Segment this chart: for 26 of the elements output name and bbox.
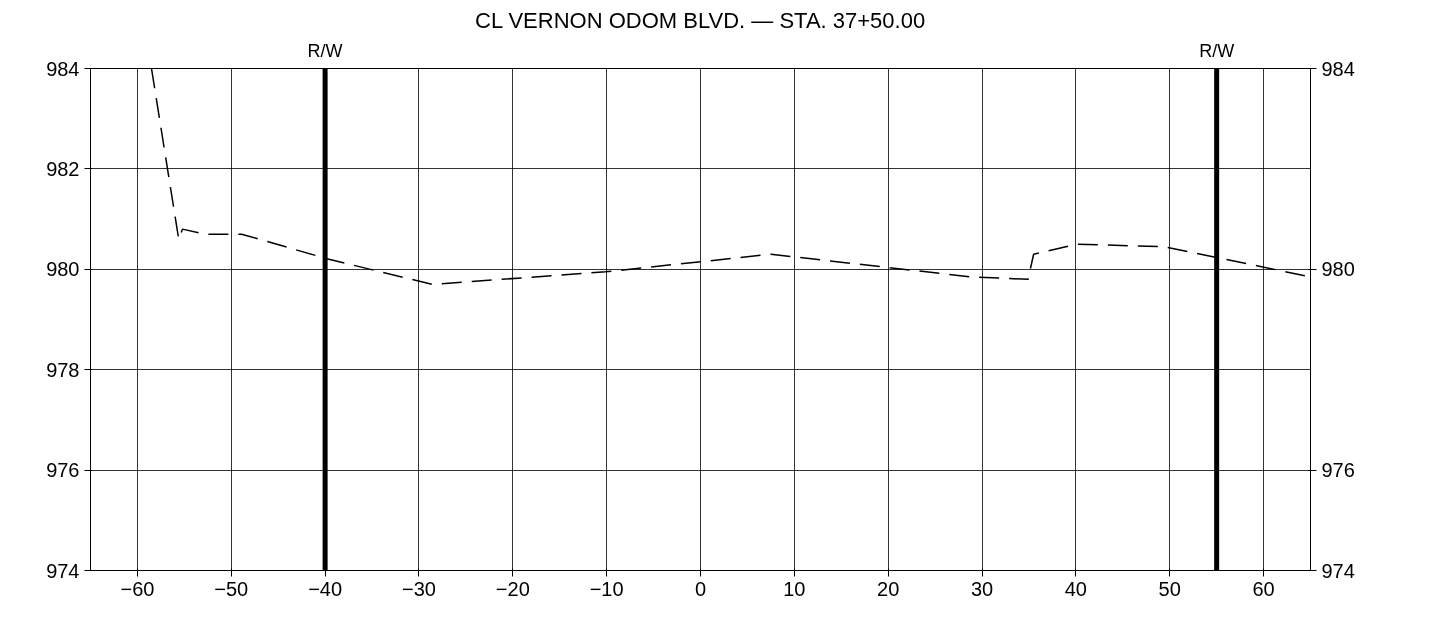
x-tick-label: 40: [1064, 577, 1088, 600]
y-tick-label: 984: [46, 57, 80, 80]
x-tick-label: −50: [214, 577, 249, 600]
ref-line-label: R/W: [1199, 40, 1235, 61]
y-tick-label: 976: [46, 459, 80, 482]
y2-tick-label: 976: [1321, 459, 1355, 482]
x-tick-label: −30: [402, 577, 436, 600]
x-tick-label: −40: [308, 577, 343, 600]
y-tick-label: 980: [46, 258, 80, 281]
y2-tick-label: 974: [1321, 559, 1355, 582]
x-tick-label: 0: [694, 577, 707, 600]
x-tick-label: 60: [1252, 577, 1275, 600]
y-tick-label: 982: [46, 157, 80, 180]
y2-tick-label: 984: [1321, 57, 1355, 80]
chart-title: CL VERNON ODOM BLVD. — STA. 37+50.00: [475, 7, 926, 33]
y2-tick-label: 980: [1321, 258, 1355, 281]
x-tick-label: 30: [970, 577, 994, 600]
x-tick-label: −60: [120, 577, 155, 600]
x-tick-label: −20: [495, 577, 530, 600]
x-tick-label: 20: [877, 577, 900, 600]
ref-line-label: R/W: [307, 40, 343, 61]
y-tick-label: 978: [46, 358, 80, 381]
x-tick-label: −10: [589, 577, 624, 600]
y-tick-label: 974: [46, 559, 80, 582]
x-tick-label: 10: [783, 577, 806, 600]
x-tick-label: 50: [1158, 577, 1181, 600]
